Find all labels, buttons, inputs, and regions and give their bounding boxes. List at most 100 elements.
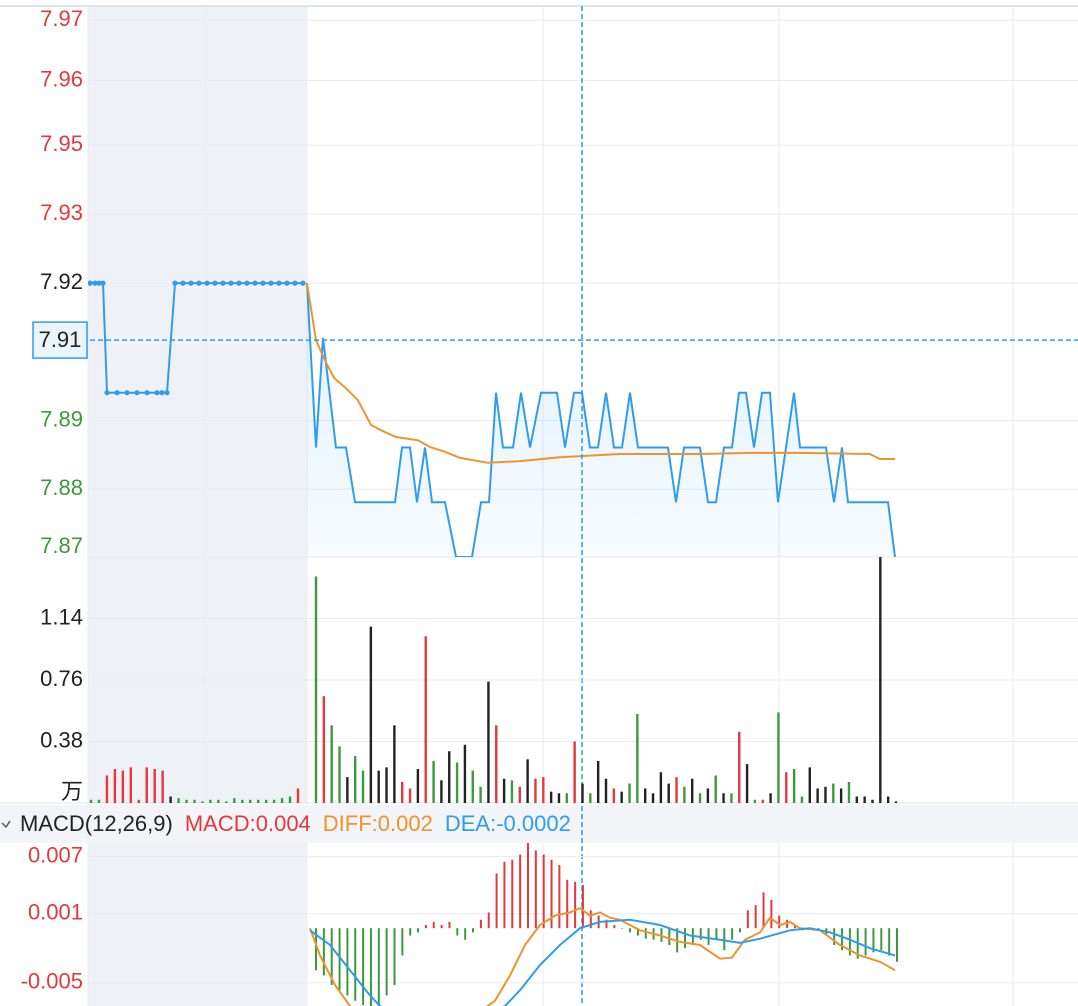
macd-bar — [440, 925, 443, 929]
series-marker — [88, 280, 93, 286]
volume-bar — [280, 798, 284, 803]
macd-bar — [896, 928, 898, 962]
volume-bar — [518, 786, 521, 803]
volume-bar — [393, 725, 396, 803]
volume-bar — [761, 799, 764, 803]
volume-bar — [225, 801, 228, 803]
volume-bar — [161, 770, 164, 803]
volume-bar — [217, 799, 220, 803]
macd-bar — [731, 928, 734, 940]
volume-bar — [510, 780, 514, 803]
macd-bar — [401, 928, 404, 956]
macd-bar — [487, 912, 490, 929]
macd-bar — [526, 843, 529, 929]
macd-bar — [322, 928, 325, 976]
volume-bar — [871, 799, 874, 803]
macd-bar — [330, 928, 333, 985]
volume-bar — [792, 769, 796, 803]
toggle-icon[interactable] — [1, 820, 11, 829]
y-tick-label: 7.92 — [40, 269, 83, 294]
macd-bar — [581, 885, 584, 929]
y-tick-label: 7.87 — [40, 533, 83, 558]
series-marker — [92, 280, 98, 286]
macd-bar — [354, 928, 357, 1001]
macd-bar — [385, 928, 388, 996]
volume-bar — [628, 783, 631, 803]
volume-bar — [643, 788, 647, 803]
y-tick-label: 0.38 — [40, 727, 83, 752]
volume-bar — [169, 796, 172, 803]
volume-bar — [879, 557, 882, 803]
volume-bar — [581, 783, 584, 803]
macd-bar — [888, 928, 891, 956]
volume-bar — [338, 746, 341, 803]
volume-bar — [113, 769, 117, 803]
volume-bar — [683, 786, 686, 803]
series-line — [309, 907, 896, 1006]
macd-bar — [880, 928, 883, 951]
macd-bar — [778, 915, 781, 929]
macd-bar — [621, 928, 624, 929]
volume-bar — [847, 781, 851, 803]
macd-bar — [786, 919, 789, 929]
volume-bar — [667, 783, 670, 803]
volume-bar — [824, 786, 827, 803]
series-marker — [276, 280, 282, 286]
macd-bar — [589, 910, 592, 929]
volume-bar — [777, 712, 780, 803]
macd-bar — [369, 928, 372, 1006]
volume-bar — [855, 796, 859, 803]
macd-bar — [479, 919, 482, 929]
series-marker — [252, 280, 258, 286]
macd-bar — [519, 854, 522, 929]
volume-bar — [565, 793, 569, 803]
series-line — [309, 918, 896, 1006]
volume-bar — [636, 713, 639, 803]
macd-bar — [558, 865, 561, 929]
volume-bar — [448, 751, 451, 803]
macd-bar — [762, 892, 765, 929]
volume-bar — [651, 793, 655, 803]
volume-bar — [264, 799, 268, 803]
macd-bar — [668, 928, 671, 946]
series-marker — [236, 280, 242, 286]
volume-bar — [416, 769, 420, 803]
y-tick-label: 0.001 — [28, 900, 83, 925]
macd-bar — [566, 879, 569, 929]
series-marker — [180, 280, 186, 286]
macd-bar — [511, 859, 514, 929]
volume-bar — [620, 791, 623, 803]
volume-bar — [886, 796, 890, 803]
volume-bar — [153, 769, 156, 803]
volume-bar — [209, 799, 212, 803]
macd-legend: DEA:-0.0002 — [445, 811, 571, 836]
series-marker — [260, 280, 266, 286]
macd-bar — [417, 928, 420, 933]
volume-bar — [495, 725, 498, 803]
y-tick-label: 7.88 — [40, 475, 83, 500]
macd-header — [0, 805, 1078, 843]
series-marker — [124, 390, 130, 396]
volume-bar — [745, 764, 749, 803]
series-marker — [268, 280, 274, 286]
volume-bar — [256, 799, 260, 803]
volume-bar — [440, 780, 443, 803]
volume-bar — [346, 777, 349, 803]
macd-legend: DIFF:0.002 — [323, 811, 433, 836]
series-marker — [144, 390, 150, 396]
series-marker — [188, 280, 194, 286]
macd-bar — [613, 925, 616, 929]
macd-legend: MACD:0.004 — [185, 811, 311, 836]
volume-bar — [455, 762, 459, 803]
volume-bar — [659, 772, 663, 803]
series-marker — [244, 280, 250, 286]
series-marker — [292, 280, 298, 286]
y-tick-label: 0.76 — [40, 666, 83, 691]
series-marker — [154, 390, 160, 396]
macd-bar — [542, 854, 545, 929]
volume-bar — [121, 770, 125, 803]
premarket-shade — [88, 6, 307, 803]
volume-bar — [769, 793, 772, 803]
macd-bar — [472, 928, 475, 933]
macd-bar — [833, 928, 836, 946]
